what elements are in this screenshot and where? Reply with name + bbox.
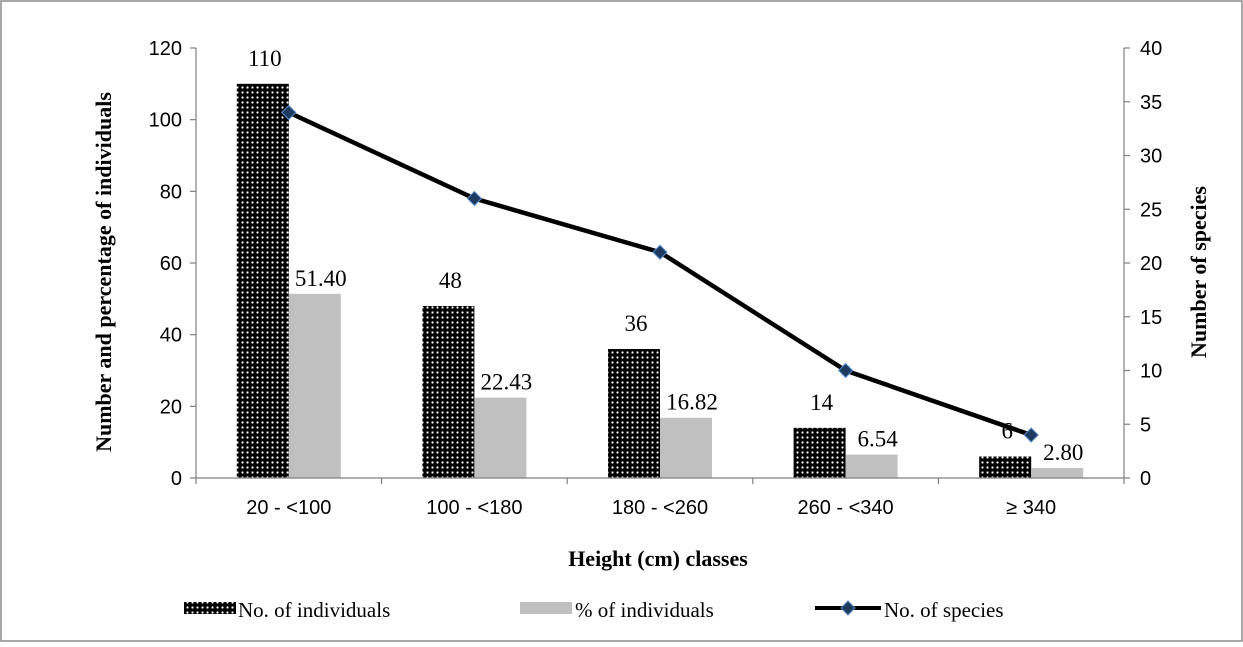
y2-tick-label: 40: [1140, 38, 1162, 60]
y-axis-title: Number and percentage of individuals: [91, 92, 116, 452]
y-tick-label: 60: [160, 253, 182, 275]
bar-percent: [288, 293, 341, 478]
legend-label-percent: % of individuals: [575, 598, 714, 622]
y2-tick-label: 5: [1140, 414, 1151, 436]
y2-axis-title: Number of species: [1186, 186, 1211, 358]
data-label-percent: 6.54: [857, 427, 898, 452]
y2-tick-label: 20: [1140, 253, 1162, 275]
legend-swatch-species-marker: [840, 600, 856, 616]
bar-percent: [845, 454, 898, 478]
data-label-individuals: 36: [625, 311, 648, 336]
marker-species: [281, 104, 297, 121]
legend-swatch-percent: [520, 602, 572, 614]
x-tick-label: 100 - <180: [426, 497, 522, 519]
marker-species: [652, 244, 668, 260]
bar-individuals: [979, 456, 1032, 478]
data-label-individuals: 110: [248, 46, 282, 71]
bar-individuals: [793, 427, 846, 478]
bar-individuals: [608, 349, 660, 478]
legend-swatch-individuals: [184, 602, 236, 614]
x-axis-title: Height (cm) classes: [568, 546, 748, 571]
y-tick-label: 100: [149, 110, 182, 132]
y2-tick-label: 15: [1140, 307, 1162, 329]
data-label-percent: 51.40: [295, 266, 347, 291]
bar-percent: [660, 417, 712, 478]
y2-tick-label: 25: [1140, 199, 1162, 221]
y2-tick-label: 35: [1140, 92, 1162, 114]
y-tick-label: 0: [171, 468, 182, 490]
bar-percent: [474, 397, 527, 478]
data-label-individuals: 48: [439, 268, 462, 293]
marker-species: [837, 362, 854, 379]
y2-tick-label: 0: [1140, 468, 1151, 490]
data-label-individuals: 6: [1001, 419, 1013, 444]
data-label-percent: 16.82: [666, 390, 718, 415]
y-tick-label: 40: [160, 325, 182, 347]
legend-label-species: No. of species: [884, 598, 1004, 622]
legend-label-individuals: No. of individuals: [238, 598, 390, 622]
bar-individuals: [422, 306, 475, 478]
x-tick-label: 20 - <100: [246, 497, 331, 519]
x-tick-label: 180 - <260: [612, 497, 708, 519]
y-tick-label: 80: [160, 181, 182, 203]
bar-individuals: [236, 83, 289, 478]
y-tick-label: 120: [149, 38, 182, 60]
y2-tick-label: 10: [1140, 361, 1162, 383]
x-tick-label: ≥ 340: [1006, 497, 1056, 519]
bar-percent: [1031, 467, 1084, 478]
y-tick-label: 20: [160, 396, 182, 418]
x-tick-label: 260 - <340: [797, 497, 893, 519]
data-label-percent: 2.80: [1043, 440, 1083, 465]
marker-species: [1023, 427, 1039, 443]
marker-species: [466, 190, 483, 207]
data-label-percent: 22.43: [481, 370, 533, 395]
y2-tick-label: 30: [1140, 146, 1162, 168]
data-label-individuals: 14: [810, 390, 834, 415]
legend: No. of individuals % of individuals No. …: [184, 598, 1004, 622]
